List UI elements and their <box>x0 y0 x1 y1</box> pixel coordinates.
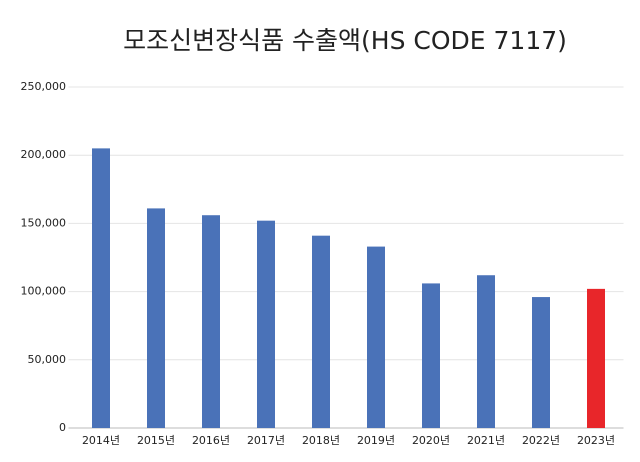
chart-title: 모조신변장식품 수출액(HS CODE 7117) <box>123 26 567 55</box>
bar <box>367 246 385 428</box>
y-tick-label: 50,000 <box>28 353 67 366</box>
bar <box>532 297 550 428</box>
x-tick-label: 2021년 <box>467 434 505 447</box>
bar <box>477 275 495 428</box>
bar <box>422 283 440 428</box>
y-tick-label: 0 <box>59 421 66 434</box>
x-tick-label: 2018년 <box>302 434 340 447</box>
y-tick-label: 100,000 <box>21 285 67 298</box>
bar <box>147 208 165 428</box>
x-tick-label: 2015년 <box>137 434 175 447</box>
bar <box>257 220 275 428</box>
x-tick-label: 2016년 <box>192 434 230 447</box>
y-tick-label: 150,000 <box>21 216 67 229</box>
y-tick-label: 200,000 <box>21 148 67 161</box>
x-tick-label: 2014년 <box>82 434 120 447</box>
bar <box>587 288 605 428</box>
x-tick-label: 2020년 <box>412 434 450 447</box>
x-tick-label: 2022년 <box>522 434 560 447</box>
x-tick-label: 2019년 <box>357 434 395 447</box>
bar <box>202 215 220 428</box>
bar <box>312 235 330 428</box>
y-tick-label: 250,000 <box>21 80 67 93</box>
x-tick-label: 2017년 <box>247 434 285 447</box>
x-tick-label: 2023년 <box>577 434 615 447</box>
bar <box>92 148 110 428</box>
